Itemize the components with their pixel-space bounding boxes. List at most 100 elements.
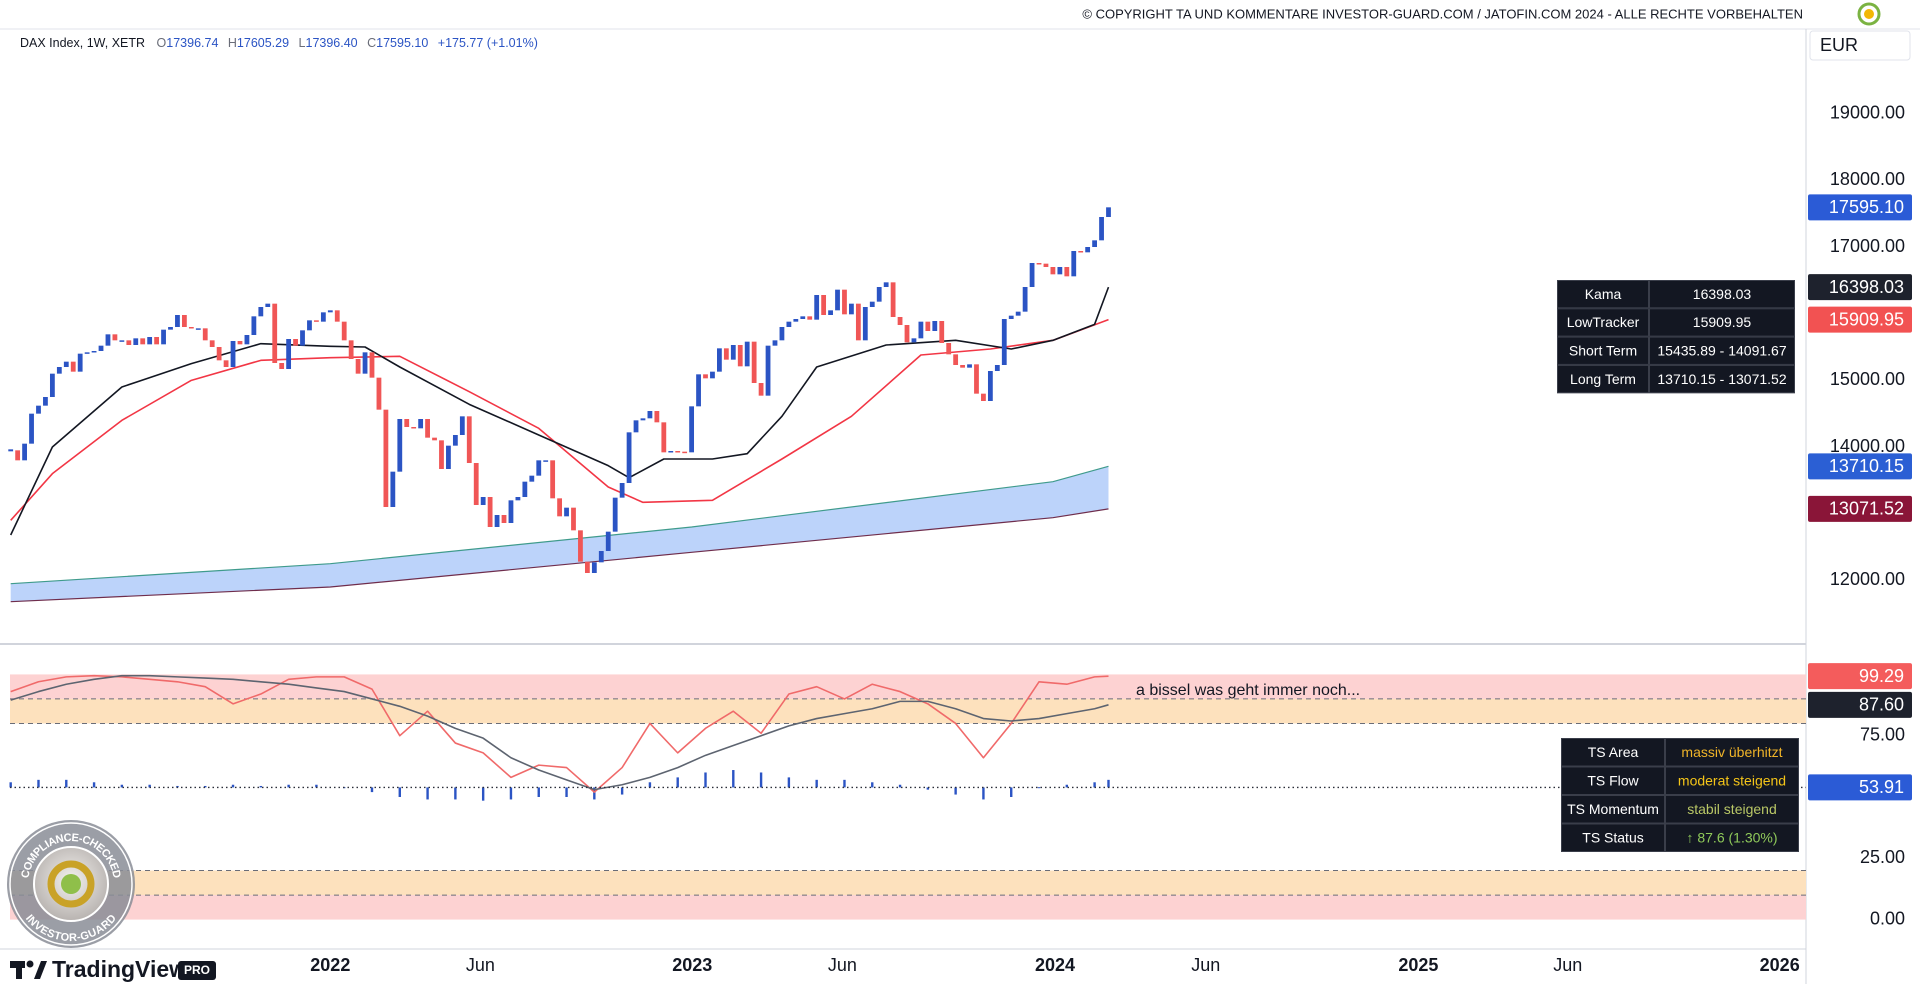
candle bbox=[953, 354, 959, 365]
candle bbox=[188, 327, 194, 329]
histogram-bar bbox=[1010, 787, 1013, 797]
candle bbox=[835, 289, 840, 311]
candle bbox=[501, 515, 507, 523]
candle bbox=[237, 341, 243, 345]
histogram-bar bbox=[1093, 782, 1096, 788]
price-tag bbox=[1808, 306, 1912, 333]
candle bbox=[1071, 251, 1077, 277]
candle bbox=[987, 371, 993, 401]
annotation: a bissel was geht immer noch... bbox=[1136, 682, 1360, 699]
price-tag-label: 13710.15 bbox=[1829, 456, 1904, 476]
currency-box[interactable] bbox=[1809, 30, 1911, 61]
table-value: ↑ 87.6 (1.30%) bbox=[1686, 829, 1777, 845]
price-tag bbox=[1808, 194, 1912, 221]
histogram-bar bbox=[1065, 784, 1069, 788]
candle bbox=[369, 352, 375, 378]
copyright: © COPYRIGHT TA UND KOMMENTARE INVESTOR-G… bbox=[1082, 6, 1803, 21]
candle bbox=[452, 435, 458, 446]
candle bbox=[1057, 267, 1063, 275]
candle bbox=[1022, 287, 1028, 312]
histogram-bar bbox=[231, 784, 235, 788]
y-tick-label: 17000.00 bbox=[1830, 236, 1905, 256]
x-tick-label: 2022 bbox=[310, 955, 350, 975]
candle bbox=[626, 432, 632, 483]
candle bbox=[209, 340, 215, 347]
x-tick-label: 2025 bbox=[1398, 955, 1438, 975]
channel-lower bbox=[10, 508, 1109, 603]
table-label: Kama bbox=[1585, 286, 1622, 302]
x-axis: 2022 Jun 2023 Jun 2024 Jun 2025 Jun 2026 bbox=[310, 955, 1799, 975]
candle bbox=[112, 334, 118, 341]
y-tick-label: 19000.00 bbox=[1830, 102, 1905, 122]
candle bbox=[77, 353, 83, 372]
table-value: massiv überhitzt bbox=[1681, 744, 1782, 760]
candle bbox=[91, 351, 97, 353]
zone bbox=[10, 870, 1806, 896]
currency[interactable]: EUR bbox=[1820, 35, 1858, 55]
table-label: TS Flow bbox=[1587, 772, 1639, 788]
ohlc-value: 17396.40 bbox=[306, 36, 358, 50]
candle bbox=[946, 343, 952, 355]
channel-upper bbox=[10, 465, 1109, 585]
candle bbox=[661, 422, 667, 453]
candle bbox=[939, 321, 945, 343]
table-label: TS Area bbox=[1588, 744, 1639, 760]
table-value: moderat steigend bbox=[1678, 772, 1786, 788]
histogram-bar bbox=[426, 787, 429, 800]
ohlc-value: 17605.29 bbox=[237, 36, 289, 50]
table-cell bbox=[1561, 823, 1665, 852]
table-cell bbox=[1665, 766, 1799, 795]
candle bbox=[758, 383, 764, 396]
histogram-bar bbox=[315, 784, 318, 788]
candle bbox=[22, 443, 27, 461]
candle bbox=[119, 340, 125, 342]
candle bbox=[904, 325, 910, 343]
tables: Kama 16398.03 LowTracker 15909.95 Short Term… bbox=[1557, 280, 1799, 852]
candle bbox=[265, 303, 271, 307]
candle bbox=[473, 463, 479, 505]
histogram-bar bbox=[732, 770, 735, 788]
candle bbox=[84, 352, 90, 354]
candle bbox=[15, 450, 21, 461]
candle bbox=[439, 440, 444, 469]
histogram-bar bbox=[648, 782, 652, 788]
candle bbox=[960, 365, 965, 368]
histogram-bar bbox=[759, 772, 763, 788]
candle bbox=[786, 321, 792, 327]
candle bbox=[703, 374, 708, 379]
candle bbox=[821, 295, 827, 315]
candle bbox=[272, 303, 278, 363]
candle bbox=[654, 411, 660, 423]
candle bbox=[578, 530, 583, 562]
candle bbox=[397, 419, 403, 472]
price-tag bbox=[1808, 663, 1912, 690]
histogram-bar bbox=[65, 779, 68, 788]
candle bbox=[508, 500, 514, 523]
candle bbox=[564, 507, 569, 517]
candle bbox=[230, 341, 236, 367]
candle bbox=[737, 345, 743, 367]
candle bbox=[355, 359, 361, 374]
candle bbox=[459, 416, 465, 435]
y-tick-label: 25.00 bbox=[1860, 847, 1905, 867]
candle bbox=[772, 340, 778, 346]
candle bbox=[327, 310, 333, 313]
histogram-bar bbox=[620, 787, 624, 795]
candle bbox=[126, 340, 132, 345]
candle bbox=[730, 345, 736, 360]
candle bbox=[390, 471, 396, 507]
tradingview-logo[interactable]: TradingView PRO bbox=[10, 956, 216, 982]
candle bbox=[710, 371, 715, 379]
compliance-seal: COMPLIANCE-CHECKED INVESTOR-GUARD bbox=[7, 820, 135, 948]
channel-band bbox=[10, 466, 1109, 602]
histogram-bar bbox=[898, 784, 902, 788]
price-axis: 12000.00 14000.00 15000.00 17000.00 18000.00… bbox=[1808, 102, 1912, 928]
ohlc-label: H bbox=[228, 36, 237, 50]
change: +175.77 (+1.01%) bbox=[438, 36, 538, 50]
price-tag bbox=[1808, 774, 1912, 801]
candle bbox=[689, 406, 695, 453]
candle bbox=[876, 287, 882, 302]
price-tag-label: 15909.95 bbox=[1829, 309, 1904, 329]
table-cell bbox=[1561, 738, 1665, 767]
oscillator-pane: a bissel was geht immer noch... bbox=[9, 674, 1806, 920]
